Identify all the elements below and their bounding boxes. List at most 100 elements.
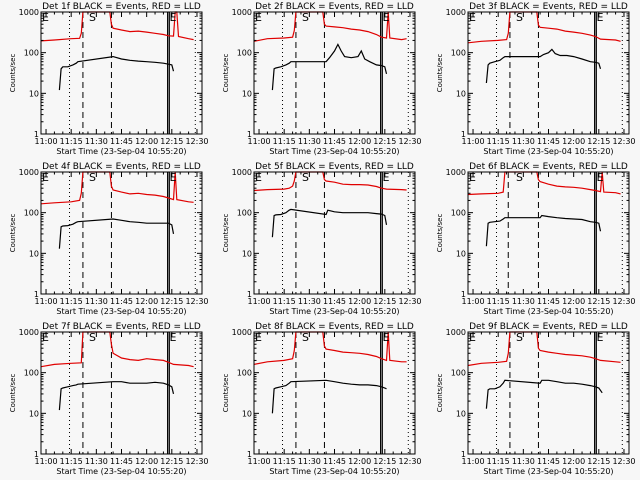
- interval-marker-label: E: [169, 331, 176, 344]
- y-tick-label: 1000: [446, 328, 466, 337]
- y-tick-label: 1000: [19, 8, 39, 17]
- x-tick-label: 11:30: [85, 297, 108, 306]
- x-tick-label: 11:30: [298, 297, 321, 306]
- x-tick-label: 12:00: [348, 457, 371, 466]
- x-axis-label: Start Time (23-Sep-04 10:55:20): [56, 307, 186, 316]
- x-tick-label: 12:15: [160, 137, 183, 146]
- events-series-line: [271, 43, 388, 91]
- y-tick-label: 100: [24, 209, 39, 218]
- lld-series-line: [253, 331, 407, 365]
- interval-marker-label: S: [302, 171, 309, 184]
- x-tick-label: 11:15: [273, 457, 296, 466]
- x-tick-label: 11:45: [110, 457, 133, 466]
- x-tick-label: 11:45: [323, 457, 346, 466]
- chart-title: Det 7f BLACK = Events, RED = LLD: [42, 322, 201, 332]
- y-axis-label: Counts/sec: [222, 374, 230, 413]
- x-tick-label: 11:45: [537, 137, 560, 146]
- y-tick-label: 1: [461, 450, 466, 459]
- interval-marker-label: S: [89, 331, 96, 344]
- lld-series-line: [467, 171, 621, 196]
- events-series-line: [58, 218, 175, 249]
- plot-frame: [40, 331, 203, 455]
- x-axis-label: Start Time (23-Sep-04 10:55:20): [483, 307, 613, 316]
- events-series-line: [485, 379, 603, 409]
- y-tick-label: 1000: [446, 168, 466, 177]
- chart-title: Det 1f BLACK = Events, RED = LLD: [42, 2, 201, 12]
- x-tick-label: 11:15: [487, 457, 510, 466]
- y-tick-label: 10: [29, 249, 39, 258]
- y-tick-label: 1000: [232, 328, 252, 337]
- x-tick-label: 12:15: [160, 457, 183, 466]
- interval-marker-label: E: [255, 331, 262, 344]
- x-tick-label: 11:15: [60, 137, 83, 146]
- events-series-line: [271, 208, 388, 238]
- x-tick-label: 12:30: [185, 297, 208, 306]
- lld-series-line: [253, 11, 407, 42]
- y-axis-label: Counts/sec: [222, 214, 230, 253]
- y-tick-label: 1: [34, 450, 39, 459]
- x-tick-label: 11:30: [512, 457, 535, 466]
- y-tick-label: 1000: [19, 168, 39, 177]
- chart-title: Det 2f BLACK = Events, RED = LLD: [255, 2, 414, 12]
- interval-marker-label: E: [469, 331, 476, 344]
- x-tick-label: 11:45: [537, 297, 560, 306]
- x-tick-label: 12:15: [587, 137, 610, 146]
- y-tick-label: 10: [242, 89, 252, 98]
- lld-series-line: [467, 331, 621, 367]
- x-tick-label: 11:15: [60, 457, 83, 466]
- x-tick-label: 12:15: [373, 297, 396, 306]
- x-tick-label: 12:00: [348, 297, 371, 306]
- y-tick-label: 100: [237, 369, 252, 378]
- x-axis-label: Start Time (23-Sep-04 10:55:20): [269, 307, 399, 316]
- x-tick-label: 11:00: [462, 457, 485, 466]
- x-tick-label: 11:45: [537, 457, 560, 466]
- x-tick-label: 12:30: [612, 137, 635, 146]
- x-tick-label: 11:15: [487, 297, 510, 306]
- x-tick-label: 12:15: [587, 297, 610, 306]
- x-tick-label: 11:00: [35, 137, 58, 146]
- x-tick-label: 11:30: [298, 457, 321, 466]
- interval-marker-label: S: [89, 171, 96, 184]
- y-tick-label: 1000: [446, 8, 466, 17]
- interval-marker-label: E: [596, 171, 603, 184]
- x-tick-label: 11:30: [512, 137, 535, 146]
- chart-title: Det 6f BLACK = Events, RED = LLD: [469, 162, 628, 172]
- x-tick-label: 12:00: [348, 137, 371, 146]
- x-tick-label: 11:45: [110, 137, 133, 146]
- y-axis-label: Counts/sec: [436, 214, 444, 253]
- chart-title: Det 4f BLACK = Events, RED = LLD: [42, 162, 201, 172]
- chart-title: Det 3f BLACK = Events, RED = LLD: [469, 2, 628, 12]
- x-tick-label: 11:45: [323, 297, 346, 306]
- x-tick-label: 12:00: [562, 297, 585, 306]
- y-tick-label: 100: [451, 209, 466, 218]
- lld-series-line: [40, 171, 194, 205]
- x-tick-label: 11:15: [273, 137, 296, 146]
- x-tick-label: 11:00: [462, 137, 485, 146]
- interval-marker-label: E: [169, 11, 176, 24]
- x-tick-label: 12:30: [612, 457, 635, 466]
- interval-marker-label: S: [89, 11, 96, 24]
- y-tick-label: 10: [29, 89, 39, 98]
- y-tick-label: 10: [456, 249, 466, 258]
- y-tick-label: 10: [456, 89, 466, 98]
- y-axis-label: Counts/sec: [222, 54, 230, 93]
- y-axis-label: Counts/sec: [9, 54, 17, 93]
- x-axis-label: Start Time (23-Sep-04 10:55:20): [56, 467, 186, 476]
- x-tick-label: 11:30: [298, 137, 321, 146]
- y-tick-label: 10: [29, 409, 39, 418]
- interval-marker-label: S: [302, 11, 309, 24]
- x-tick-label: 12:30: [398, 137, 421, 146]
- y-axis-label: Counts/sec: [436, 54, 444, 93]
- y-tick-label: 1: [461, 130, 466, 139]
- x-tick-label: 12:15: [373, 457, 396, 466]
- interval-marker-label: E: [255, 171, 262, 184]
- lld-series-line: [253, 171, 407, 192]
- x-tick-label: 11:30: [85, 137, 108, 146]
- y-tick-label: 1: [34, 290, 39, 299]
- x-tick-label: 12:00: [562, 137, 585, 146]
